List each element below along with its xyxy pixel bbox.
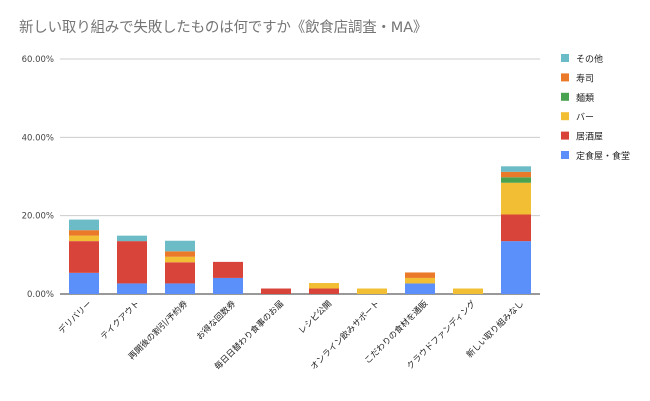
bar-segment (213, 277, 243, 294)
bar-segment (405, 277, 435, 284)
bar-segment (165, 251, 195, 257)
bar-segment (501, 182, 531, 215)
legend-swatch (561, 112, 569, 121)
bar-segment (501, 166, 531, 172)
bar-segment (69, 219, 99, 231)
bar-segment (405, 272, 435, 278)
bar-segment (261, 288, 291, 294)
bar-segment (501, 171, 531, 178)
legend-label: 寿司 (576, 72, 594, 84)
bar-segment (117, 235, 147, 242)
legend-swatch (561, 131, 569, 140)
bar-segment (165, 240, 195, 252)
bar-segment (501, 241, 531, 294)
bar-segment (501, 214, 531, 242)
legend-label: その他 (576, 53, 603, 65)
bar-segment (117, 241, 147, 284)
bar-segment (405, 283, 435, 294)
bar-segment (165, 256, 195, 263)
bar-segment (501, 177, 531, 183)
legend-label: 居酒屋 (576, 132, 603, 143)
x-tick-label: テイクアウト (99, 299, 142, 342)
bars (69, 166, 531, 294)
bar-segment (453, 288, 483, 294)
chart-title: 新しい取り組みで失敗したものは何ですか《飲食店調査・MA》 (19, 20, 428, 36)
legend-label: 定食屋・食堂 (576, 150, 630, 162)
legend-swatch (561, 54, 569, 62)
bar-segment (69, 241, 99, 273)
legend-swatch (561, 151, 569, 159)
bar-segment (69, 235, 99, 242)
legend-swatch (561, 92, 569, 101)
bar-segment (213, 261, 243, 278)
y-tick-label: 0.00% (27, 290, 54, 300)
gridlines: 0.00% 20.00% 40.00% 60.00% (22, 55, 540, 300)
bar-segment (309, 283, 339, 289)
legend-label: 麺類 (576, 92, 594, 104)
x-tick-label: デリバリー (56, 298, 94, 336)
y-tick-label: 60.00% (22, 55, 54, 65)
y-tick-label: 20.00% (22, 212, 54, 222)
y-tick-label: 40.00% (22, 133, 54, 143)
x-tick-label: お得な回数券 (194, 298, 238, 342)
bar-segment (309, 288, 339, 294)
legend-swatch (561, 73, 569, 82)
legend-label: バー (576, 112, 594, 123)
bar-segment (357, 288, 387, 294)
x-tick-label: レシピ公開 (297, 299, 334, 336)
bar-segment (69, 230, 99, 236)
bar-segment (69, 272, 99, 294)
bar-segment (165, 262, 195, 284)
bar-segment (117, 283, 147, 294)
bar-segment (165, 283, 195, 294)
